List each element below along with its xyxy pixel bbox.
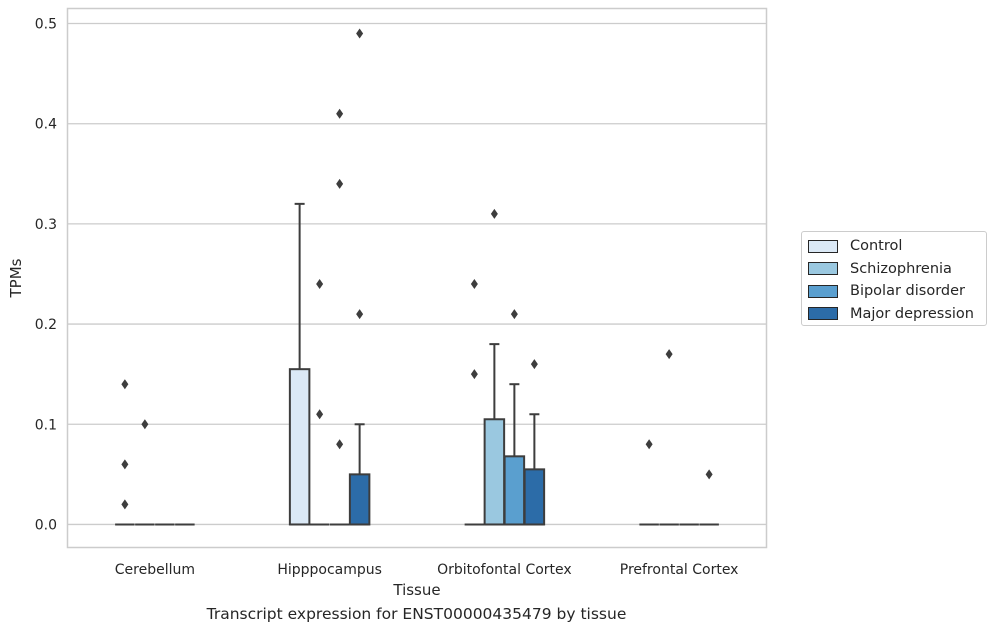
box-body [483, 418, 506, 526]
box-bipolar-disorder [503, 383, 526, 526]
outlier-point [316, 409, 324, 420]
x-tick-label: Prefrontal Cortex [620, 562, 739, 578]
outlier-point [490, 208, 498, 219]
y-tick-label: 0.1 [35, 417, 57, 433]
legend-item: Control [808, 235, 986, 258]
legend-label: Control [850, 238, 903, 255]
chart-caption: Transcript expression for ENST0000043547… [206, 605, 627, 623]
outlier-point [470, 369, 478, 380]
legend-label: Bipolar disorder [850, 283, 965, 300]
legend-swatch [808, 239, 838, 253]
outlier-point [356, 28, 364, 39]
box-control [288, 202, 311, 526]
legend-swatch [808, 307, 838, 321]
box-schizophrenia [483, 343, 506, 526]
outlier-point [336, 178, 344, 189]
x-tick-label: Cerebellum [115, 562, 195, 578]
outlier-point [121, 499, 129, 510]
box-major-depression [348, 423, 371, 526]
box-body [288, 368, 311, 526]
outlier-points [121, 28, 713, 510]
legend-label: Major depression [850, 305, 974, 322]
legend-item: Major depression [808, 303, 986, 326]
y-axis-title: TPMs [7, 258, 25, 298]
legend-swatch [808, 284, 838, 298]
outlier-point [316, 279, 324, 290]
box-series [115, 202, 719, 526]
outlier-point [665, 349, 673, 360]
outlier-point [121, 379, 129, 390]
y-tick-labels: 0.0 0.1 0.2 0.3 0.4 0.5 [35, 17, 57, 534]
y-tick-label: 0.0 [35, 517, 57, 533]
y-tick-label: 0.5 [35, 17, 57, 33]
box-body [348, 473, 371, 526]
outlier-point [336, 108, 344, 119]
outlier-point [470, 279, 478, 290]
legend-item: Bipolar disorder [808, 280, 986, 303]
outlier-point [121, 459, 129, 470]
legend-label: Schizophrenia [850, 260, 952, 277]
x-axis-title: Tissue [392, 581, 440, 599]
outlier-point [141, 419, 149, 430]
legend-item: Schizophrenia [808, 258, 986, 281]
legend-swatch [808, 262, 838, 276]
outlier-point [530, 359, 538, 370]
box-body [503, 455, 526, 526]
box-major-depression [523, 413, 546, 526]
box-body [523, 468, 546, 526]
grid-lines [67, 22, 767, 526]
y-tick-label: 0.4 [35, 117, 57, 133]
y-tick-label: 0.2 [35, 317, 57, 333]
legend: Control Schizophrenia Bipolar disorder Majo… [801, 231, 987, 326]
outlier-point [336, 439, 344, 450]
plot-frame [66, 7, 768, 549]
outlier-point [356, 309, 364, 320]
x-tick-label: Hipppocampus [277, 562, 382, 578]
x-tick-label: Orbitofontal Cortex [437, 562, 572, 578]
outlier-point [705, 469, 713, 480]
x-tick-labels: Cerebellum Hipppocampus Orbitofontal Corte… [115, 562, 739, 578]
outlier-point [645, 439, 653, 450]
outlier-point [510, 309, 518, 320]
y-tick-label: 0.3 [35, 217, 57, 233]
